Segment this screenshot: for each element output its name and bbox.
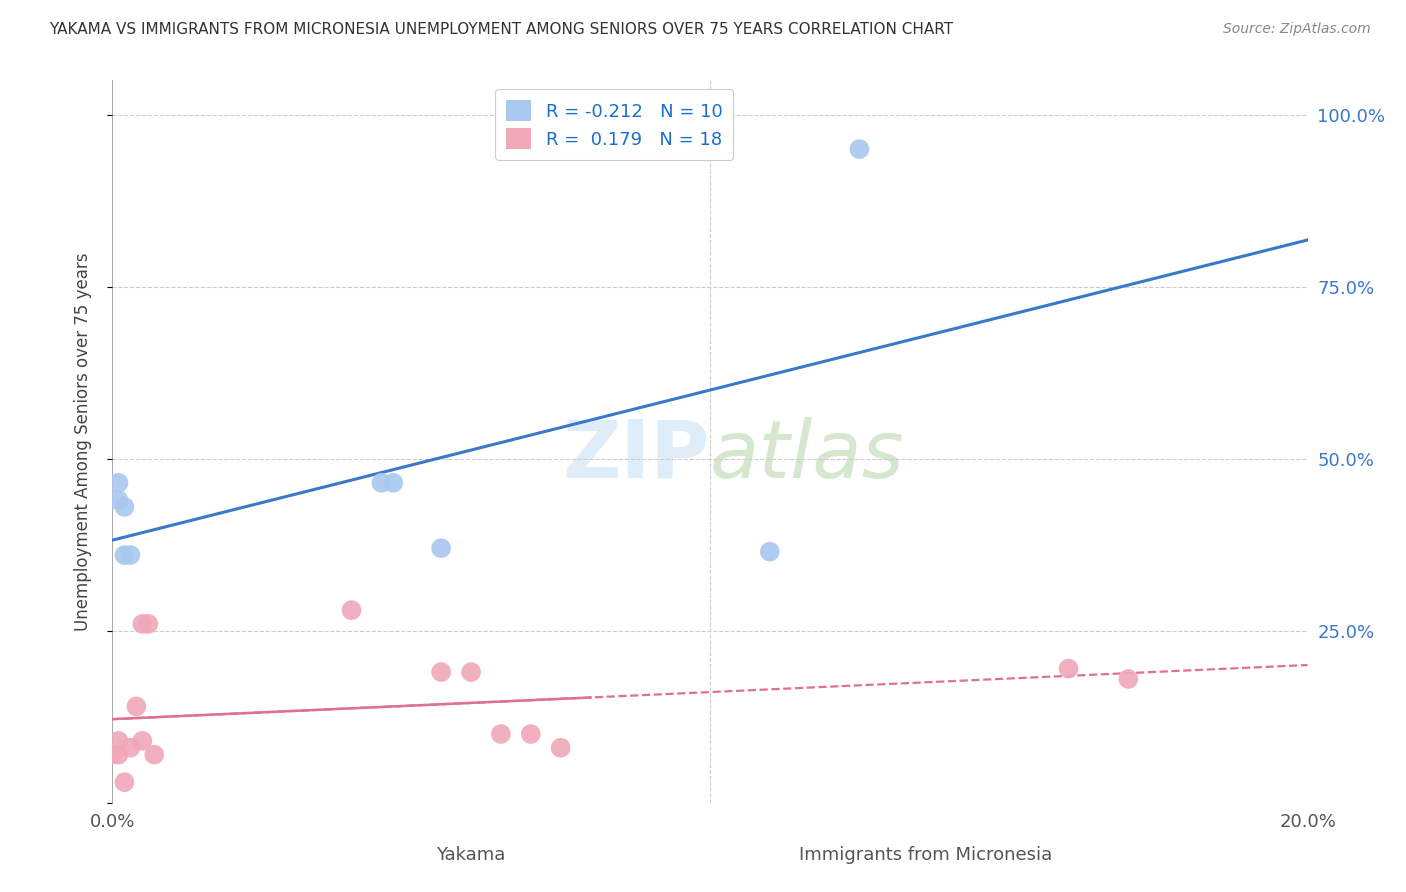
Point xyxy=(759,544,782,558)
Text: YAKAMA VS IMMIGRANTS FROM MICRONESIA UNEMPLOYMENT AMONG SENIORS OVER 75 YEARS CO: YAKAMA VS IMMIGRANTS FROM MICRONESIA UNE… xyxy=(49,22,953,37)
Point xyxy=(143,747,166,762)
Text: Immigrants from Micronesia: Immigrants from Micronesia xyxy=(799,847,1052,864)
Point xyxy=(125,699,148,714)
Point xyxy=(1057,662,1080,676)
Point xyxy=(550,740,572,755)
Point xyxy=(101,747,124,762)
Point xyxy=(430,665,453,679)
Text: Yakama: Yakama xyxy=(436,847,506,864)
Text: atlas: atlas xyxy=(710,417,905,495)
Point xyxy=(114,548,135,562)
Point xyxy=(131,734,153,748)
Point xyxy=(370,475,392,490)
Point xyxy=(107,747,129,762)
Point xyxy=(460,665,482,679)
Point xyxy=(107,734,129,748)
Point xyxy=(138,616,160,631)
Point xyxy=(430,541,453,556)
Point xyxy=(520,727,543,741)
Legend: R = -0.212   N = 10, R =  0.179   N = 18: R = -0.212 N = 10, R = 0.179 N = 18 xyxy=(495,89,734,160)
Point xyxy=(340,603,363,617)
Point xyxy=(120,740,142,755)
Point xyxy=(131,616,153,631)
Point xyxy=(114,500,135,514)
Point xyxy=(114,775,135,789)
Point xyxy=(120,548,142,562)
Point xyxy=(1118,672,1140,686)
Point xyxy=(382,475,405,490)
Y-axis label: Unemployment Among Seniors over 75 years: Unemployment Among Seniors over 75 years xyxy=(73,252,91,631)
Point xyxy=(107,475,129,490)
Point xyxy=(489,727,512,741)
Text: ZIP: ZIP xyxy=(562,417,710,495)
Point xyxy=(848,142,870,156)
Point xyxy=(107,493,129,508)
Text: Source: ZipAtlas.com: Source: ZipAtlas.com xyxy=(1223,22,1371,37)
